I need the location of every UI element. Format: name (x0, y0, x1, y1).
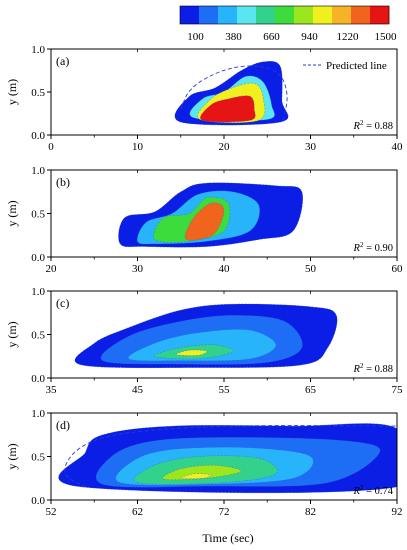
x-tick-label: 65 (305, 384, 317, 396)
x-tick-label: 0 (48, 141, 54, 153)
colorbar-tick-label: 380 (225, 31, 242, 43)
y-tick-label: 0.5 (31, 209, 45, 221)
y-tick-label: 0.0 (31, 495, 45, 507)
colorbar-swatch (199, 6, 219, 24)
x-tick-label: 40 (392, 141, 404, 153)
colorbar-tick-label: 660 (263, 31, 280, 43)
colorbar-swatch (275, 6, 295, 24)
contour-region (180, 473, 212, 479)
x-tick-label: 92 (392, 506, 403, 518)
x-tick-label: 55 (219, 384, 231, 396)
y-tick-label: 0.5 (31, 87, 45, 99)
y-tick-label: 0.5 (31, 330, 45, 342)
legend-label: Predicted line (326, 60, 387, 72)
colorbar-tick-label: 100 (187, 31, 204, 43)
x-axis-label: Time (sec) (202, 531, 253, 545)
x-tick-label: 45 (132, 384, 144, 396)
y-tick-label: 1.0 (31, 286, 45, 298)
panel-label: (c) (56, 296, 69, 310)
x-tick-label: 40 (219, 263, 231, 275)
contour-region (200, 95, 256, 123)
colorbar-frame (179, 5, 390, 25)
y-axis-label: y (m) (5, 443, 19, 469)
colorbar-tick-label: 940 (301, 31, 318, 43)
y-axis-label: y (m) (5, 200, 19, 226)
colorbar-swatch (256, 6, 276, 24)
chart-panel: 20 30 40 50 60 0.0 0.5 1.0 y (m) (b) R2 = 0.90 (5, 165, 403, 275)
colorbar-swatch (370, 6, 390, 24)
colorbar-swatch (313, 6, 333, 24)
y-tick-label: 0.5 (31, 452, 45, 464)
x-tick-label: 20 (219, 141, 231, 153)
x-tick-label: 10 (132, 141, 144, 153)
y-tick-label: 1.0 (31, 165, 45, 177)
y-axis-label: y (m) (5, 79, 19, 105)
colorbar-swatch (294, 6, 314, 24)
x-tick-label: 72 (219, 506, 230, 518)
y-tick-label: 0.0 (31, 130, 45, 142)
predicted-line (64, 425, 397, 488)
panel-label: (a) (56, 54, 69, 68)
r-squared-label: R2 = 0.90 (353, 241, 393, 254)
x-tick-label: 30 (305, 141, 317, 153)
x-tick-label: 50 (305, 263, 317, 275)
r-squared-label: R2 = 0.88 (353, 362, 393, 375)
x-tick-label: 60 (392, 263, 404, 275)
colorbar-swatch (351, 6, 371, 24)
x-tick-label: 75 (392, 384, 404, 396)
colorbar-swatch (218, 6, 238, 24)
r-squared-label: R2 = 0.88 (353, 119, 393, 132)
x-tick-label: 30 (132, 263, 144, 275)
predicted-line (180, 65, 288, 121)
chart-panel: 35 45 55 65 75 0.0 0.5 1.0 y (m) (c) R2 = 0.88 (5, 286, 403, 396)
colorbar-swatch (180, 6, 200, 24)
y-tick-label: 0.0 (31, 373, 45, 385)
x-tick-label: 62 (132, 506, 143, 518)
y-tick-label: 1.0 (31, 44, 45, 56)
panels: 0 10 20 30 40 0.0 0.5 1.0 y (m) (a) R2 = 0.88 Predi… (5, 44, 403, 518)
y-tick-label: 1.0 (31, 408, 45, 420)
colorbar-swatch (237, 6, 257, 24)
colorbar: 100 380 660 940 1220 1500 (179, 5, 398, 43)
x-tick-label: 52 (46, 506, 57, 518)
contour-region (176, 349, 208, 356)
colorbar-tick-label: 1220 (337, 31, 360, 43)
panel-label: (d) (56, 418, 70, 432)
y-tick-label: 0.0 (31, 252, 45, 264)
chart-panel: 52 62 72 82 92 0.0 0.5 1.0 y (m) (d) R2 = 0.74 (5, 408, 403, 518)
x-tick-label: 82 (305, 506, 316, 518)
x-tick-label: 20 (46, 263, 58, 275)
r-squared-label: R2 = 0.74 (353, 484, 394, 497)
x-tick-label: 35 (46, 384, 58, 396)
chart-panel: 0 10 20 30 40 0.0 0.5 1.0 y (m) (a) R2 = 0.88 Predi… (5, 44, 403, 153)
contour-region (184, 202, 225, 241)
colorbar-tick-label: 1500 (375, 31, 398, 43)
panel-label: (b) (56, 175, 70, 189)
y-axis-label: y (m) (5, 321, 19, 347)
contour-region (162, 464, 242, 481)
colorbar-swatch (332, 6, 352, 24)
